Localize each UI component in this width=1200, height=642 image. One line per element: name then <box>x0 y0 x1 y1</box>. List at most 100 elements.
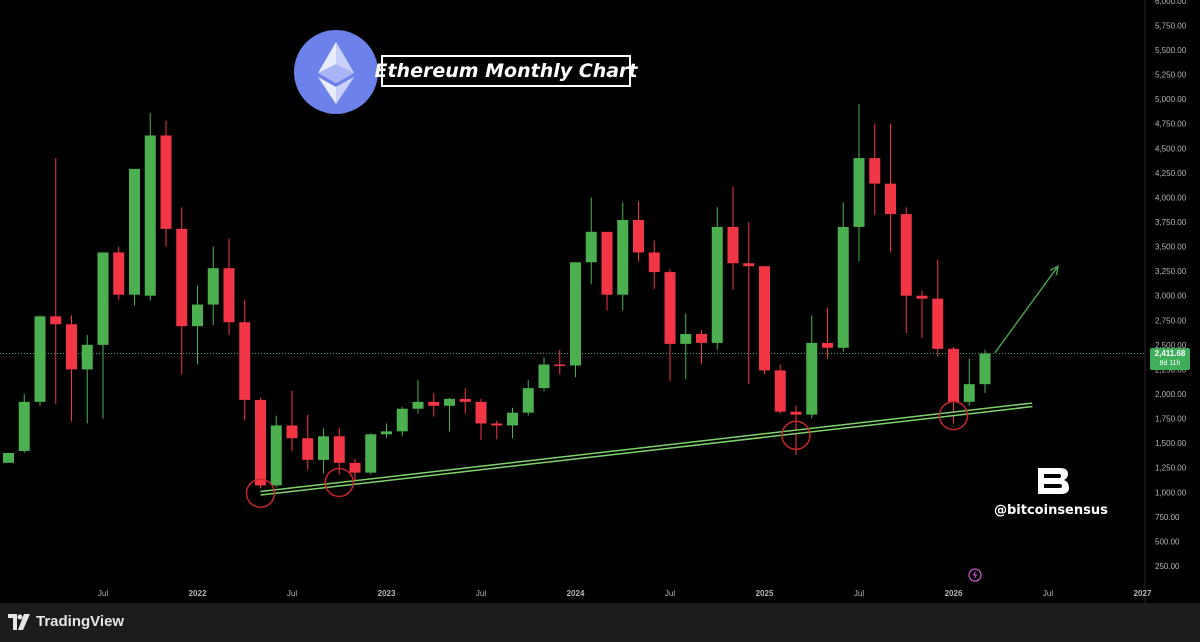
tradingview-logo-icon <box>8 613 30 630</box>
y-tick-label: 4,250.00 <box>1155 169 1187 178</box>
candle <box>396 406 408 437</box>
candle <box>538 357 550 392</box>
ethereum-logo-icon <box>294 30 378 114</box>
candle-body <box>475 401 487 424</box>
candle-countdown: 8d 11h <box>1159 360 1181 367</box>
candle <box>554 349 566 375</box>
candle-body <box>270 425 282 486</box>
candle-body <box>648 252 660 273</box>
candle-body <box>396 408 408 432</box>
candle <box>97 252 109 419</box>
candle <box>365 433 377 475</box>
x-tick-label: 2026 <box>945 589 963 598</box>
candle-body <box>412 401 424 409</box>
author-handle: @bitcoinsensus <box>994 503 1108 518</box>
candle-body <box>633 220 644 253</box>
candle <box>680 313 692 380</box>
candle <box>428 393 440 417</box>
y-tick-label: 2,750.00 <box>1155 316 1187 325</box>
candle-body <box>727 226 739 264</box>
candle <box>711 207 723 350</box>
candle <box>66 315 77 422</box>
price-chart[interactable]: 250.00 500.00 750.00 1,000.00 1,250.00 1,500.… <box>0 0 1200 603</box>
candle <box>948 346 959 424</box>
y-tick-label: 6,000.00 <box>1155 0 1187 6</box>
candle <box>160 120 172 247</box>
candle-body <box>3 452 14 463</box>
candle <box>774 364 786 414</box>
touch-circle <box>245 478 276 509</box>
candle-body <box>381 431 392 435</box>
candle <box>50 158 62 404</box>
footer-bar: TradingView <box>0 603 1200 642</box>
candle-body <box>948 348 959 402</box>
candle <box>963 358 975 406</box>
candle-body <box>318 436 329 460</box>
candle <box>333 427 345 475</box>
candle <box>837 202 849 352</box>
candle <box>507 407 518 439</box>
candle-body <box>223 268 235 323</box>
candle <box>696 330 707 365</box>
candle <box>192 285 203 365</box>
candle-body <box>428 401 440 406</box>
candle <box>601 231 613 311</box>
candle-body <box>207 268 219 305</box>
candle <box>664 269 676 382</box>
candle <box>144 112 156 301</box>
current-price-badge: 2,411.68 8d 11h <box>1150 348 1190 370</box>
bitcoinsensus-logo-icon <box>1038 468 1069 494</box>
x-tick-label: 2023 <box>378 589 396 598</box>
candle <box>34 315 46 406</box>
candle-body <box>176 228 188 327</box>
candle <box>459 388 471 414</box>
candle <box>286 391 298 452</box>
annotations-group <box>245 265 1059 509</box>
y-tick-label: 5,750.00 <box>1155 21 1187 30</box>
touch-circle <box>781 420 811 451</box>
candle-body <box>585 231 597 263</box>
candle-body <box>900 214 912 296</box>
y-tick-label: 4,750.00 <box>1155 120 1187 129</box>
candle <box>18 394 30 453</box>
y-tick-label: 2,500.00 <box>1155 341 1187 350</box>
candle <box>381 423 392 439</box>
candle <box>759 266 770 375</box>
lightning-icon[interactable] <box>968 568 982 582</box>
candle-body <box>617 220 629 295</box>
candle-body <box>34 316 46 402</box>
candle-body <box>570 262 581 366</box>
y-tick-label: 5,250.00 <box>1155 71 1187 80</box>
candle-body <box>192 304 203 327</box>
candle <box>207 246 219 326</box>
x-tick-label: Jul <box>854 589 864 598</box>
candle <box>81 335 93 424</box>
y-axis: 250.00 500.00 750.00 1,000.00 1,250.00 1,500.… <box>1144 0 1200 603</box>
y-tick-label: 5,500.00 <box>1155 46 1187 55</box>
candle-body <box>491 423 503 426</box>
candle-body <box>743 263 755 267</box>
tradingview-brand[interactable]: TradingView <box>8 613 124 630</box>
x-tick-label: 2025 <box>756 589 774 598</box>
candles-group <box>3 104 991 489</box>
candle <box>129 168 140 306</box>
candle-body <box>444 398 455 406</box>
y-tick-label: 750.00 <box>1155 513 1180 522</box>
candle <box>255 397 266 489</box>
y-tick-label: 3,750.00 <box>1155 218 1187 227</box>
candle <box>113 246 125 300</box>
candle-body <box>963 384 975 402</box>
tradingview-label: TradingView <box>36 613 125 630</box>
candle-body <box>349 462 361 473</box>
candle-body <box>302 438 314 460</box>
candle <box>633 201 644 262</box>
y-tick-label: 1,250.00 <box>1155 464 1187 473</box>
candle <box>727 186 739 290</box>
y-tick-label: 3,500.00 <box>1155 243 1187 252</box>
candle-body <box>160 135 172 229</box>
candle-body <box>853 158 865 227</box>
support-trendline-inner <box>260 403 1033 495</box>
chart-title: Ethereum Monthly Chart <box>374 60 638 82</box>
candle <box>223 238 235 336</box>
candle <box>239 299 251 421</box>
